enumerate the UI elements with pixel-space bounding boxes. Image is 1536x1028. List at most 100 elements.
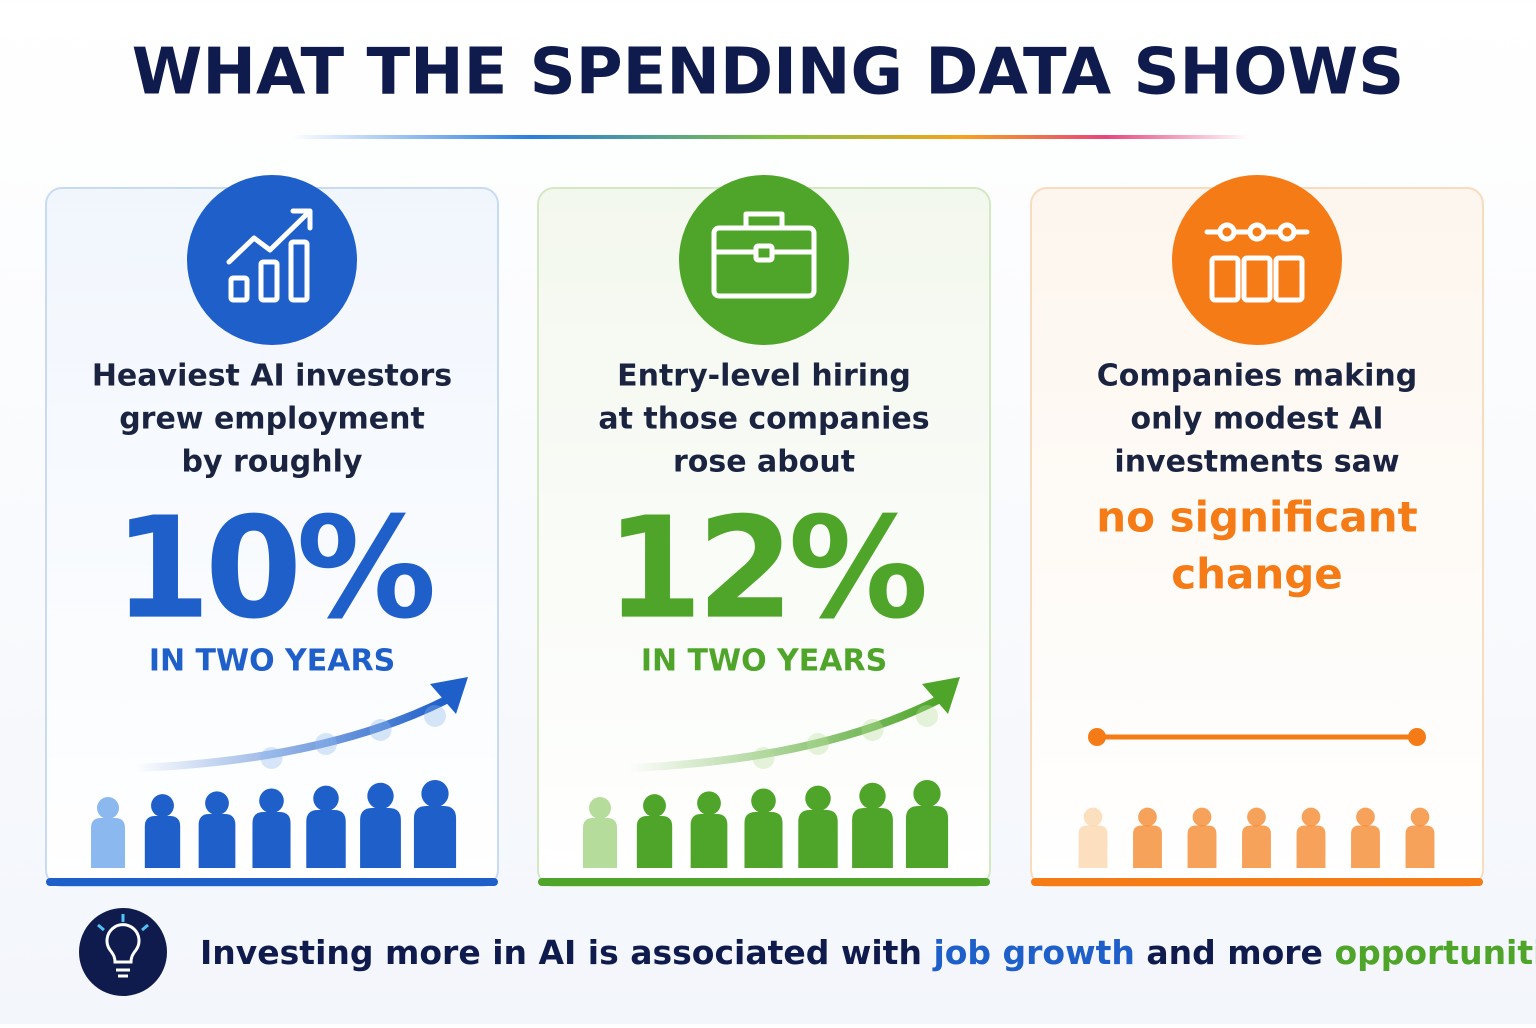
- stat-caption: IN TWO YEARS: [149, 644, 395, 679]
- stat-figure: 10%: [113, 488, 432, 651]
- person: [751, 788, 776, 814]
- person: [1296, 825, 1326, 868]
- person: [859, 782, 886, 810]
- person: [367, 782, 394, 810]
- card-text: investments saw: [1114, 445, 1399, 480]
- card-text: Entry-level hiring: [617, 359, 911, 394]
- person: [1351, 825, 1380, 868]
- ghost-person: [260, 747, 283, 769]
- ghost-person: [861, 719, 884, 741]
- person: [360, 808, 401, 868]
- footer-highlight: job growth: [931, 933, 1134, 972]
- highlight-text: no significant: [1096, 493, 1417, 542]
- person: [1301, 807, 1321, 827]
- stat-figure: 12%: [605, 488, 924, 651]
- person: [1410, 807, 1430, 827]
- card-text: at those companies: [598, 402, 929, 437]
- title: WHAT THE SPENDING DATA SHOWS: [132, 36, 1404, 110]
- icon-part: [753, 243, 775, 263]
- person: [421, 779, 449, 808]
- card-text: by roughly: [182, 445, 363, 480]
- person: [306, 810, 346, 868]
- person: [1133, 825, 1162, 868]
- icon: [711, 211, 817, 299]
- person: [205, 791, 229, 816]
- person: [144, 816, 181, 868]
- icon-part: [258, 259, 280, 303]
- footer-highlight: opportunities: [1334, 933, 1536, 972]
- icon-part: [228, 275, 250, 303]
- person: [1078, 825, 1108, 868]
- icon-part: [226, 208, 313, 265]
- bulb-icon: [97, 914, 149, 978]
- icon-part: [288, 239, 310, 303]
- icon-part: [711, 225, 817, 299]
- person: [1083, 807, 1103, 827]
- person: [1192, 807, 1212, 827]
- card-text: grew employment: [119, 402, 425, 437]
- icon-part: [1209, 255, 1241, 303]
- person: [313, 785, 339, 812]
- person: [1356, 807, 1375, 827]
- icon: [226, 208, 313, 303]
- icon-part: [1241, 255, 1273, 303]
- person: [913, 779, 941, 808]
- flat-dot: [1408, 728, 1426, 746]
- person: [690, 814, 728, 868]
- footer-text: Investing more in AI is associated with …: [200, 933, 1536, 972]
- footer-part: Investing more in AI is associated with: [200, 933, 933, 972]
- icon-part: [1247, 222, 1267, 242]
- person: [1187, 825, 1217, 868]
- card-base: [1031, 878, 1483, 886]
- person: [589, 797, 611, 819]
- cards: Heaviest AI investors grew employment by r…: [45, 175, 1484, 887]
- card-base: [538, 878, 990, 886]
- ghost-person: [369, 719, 392, 741]
- trend-arrow: [135, 696, 448, 772]
- person: [805, 785, 831, 812]
- person: [636, 816, 673, 868]
- person: [1405, 825, 1435, 868]
- person: [198, 814, 236, 868]
- icon-part: [1277, 222, 1297, 242]
- person: [643, 794, 666, 818]
- card-text: only modest AI: [1131, 402, 1384, 437]
- icon-part: [1273, 255, 1305, 303]
- ghost-person: [916, 705, 938, 727]
- icon: [1204, 222, 1310, 303]
- person: [1138, 807, 1157, 827]
- trend-arrowhead: [922, 677, 960, 714]
- trend-arrow: [627, 696, 940, 772]
- flat-dot: [1088, 728, 1106, 746]
- person: [798, 810, 838, 868]
- person: [151, 794, 174, 818]
- bulb-badge: [79, 908, 167, 996]
- person: [252, 812, 291, 868]
- ghost-person: [807, 733, 829, 755]
- person: [697, 791, 721, 816]
- stat-caption: IN TWO YEARS: [641, 644, 887, 679]
- person: [413, 806, 457, 868]
- card-text: rose about: [673, 445, 855, 480]
- highlight-text: change: [1171, 550, 1343, 599]
- card-text: Heaviest AI investors: [92, 359, 452, 394]
- card-text: Companies making: [1097, 359, 1417, 394]
- icon-part: [1217, 222, 1237, 242]
- person: [97, 797, 119, 819]
- person: [1242, 825, 1271, 868]
- trend-arrowhead: [430, 677, 468, 714]
- ghost-person: [752, 747, 775, 769]
- person: [583, 818, 617, 868]
- ghost-person: [315, 733, 337, 755]
- person: [852, 808, 893, 868]
- ghost-person: [424, 705, 446, 727]
- card-base: [46, 878, 498, 886]
- person: [744, 812, 783, 868]
- icon-part: [711, 211, 817, 255]
- footer-part: and more: [1135, 933, 1335, 972]
- person: [905, 806, 949, 868]
- divider: [290, 135, 1250, 139]
- person: [91, 818, 125, 868]
- person: [259, 788, 284, 814]
